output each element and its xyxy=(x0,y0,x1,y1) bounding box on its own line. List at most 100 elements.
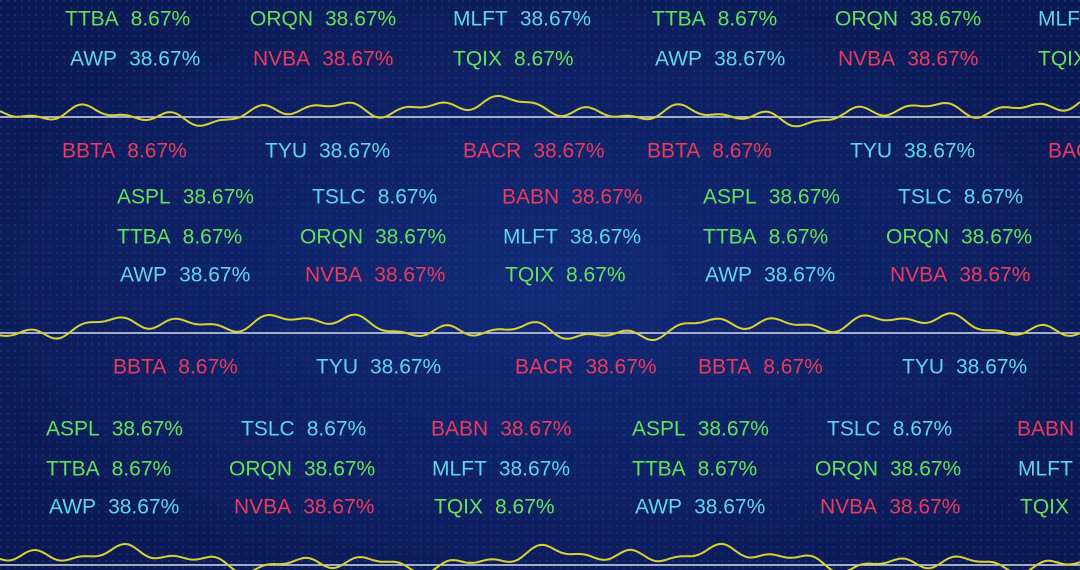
ticker-change: 38.67% xyxy=(889,496,960,519)
ticker-change: 8.67% xyxy=(566,264,626,287)
ticker-symbol: ASPL xyxy=(117,186,171,209)
wave-line xyxy=(0,542,1080,570)
ticker-symbol: AWP xyxy=(655,48,702,71)
ticker-symbol: TSLC xyxy=(827,418,881,441)
ticker-change: 8.67% xyxy=(183,226,243,249)
ticker-change: 38.67% xyxy=(303,496,374,519)
ticker-symbol: MLFT xyxy=(453,8,508,31)
ticker-change: 8.67% xyxy=(712,140,772,163)
ticker-symbol: BBTA xyxy=(113,356,166,379)
ticker-change: 38.67% xyxy=(319,140,390,163)
tickers: TTBA 8.67% ORQN 38.67% MLFT 38.67% TTBA 8.67% OR… xyxy=(46,8,1080,519)
ticker-symbol: ORQN xyxy=(835,8,898,31)
ticker-symbol: AWP xyxy=(635,496,682,519)
ticker-symbol: MLFT xyxy=(1018,458,1073,481)
ticker-change: 38.67% xyxy=(370,356,441,379)
ticker-symbol: MLFT xyxy=(1038,8,1080,31)
ticker-change: 38.67% xyxy=(890,458,961,481)
ticker-change: 38.67% xyxy=(961,226,1032,249)
ticker-symbol: ASPL xyxy=(703,186,757,209)
ticker-symbol: TTBA xyxy=(652,8,706,31)
ticker-symbol: NVBA xyxy=(838,48,895,71)
ticker-change: 38.67% xyxy=(904,140,975,163)
ticker-change: 38.67% xyxy=(374,264,445,287)
ticker-change: 8.67% xyxy=(378,186,438,209)
ticker-change: 38.67% xyxy=(304,458,375,481)
ticker-symbol: TTBA xyxy=(65,8,119,31)
waves xyxy=(0,94,1080,570)
ticker-change: 38.67% xyxy=(570,226,641,249)
ticker-change: 38.67% xyxy=(585,356,656,379)
ticker-symbol: TQIX xyxy=(1038,48,1080,71)
ticker-symbol: AWP xyxy=(70,48,117,71)
ticker-symbol: ASPL xyxy=(46,418,100,441)
ticker-change: 38.67% xyxy=(571,186,642,209)
ticker-symbol: ORQN xyxy=(300,226,363,249)
ticker-change: 8.67% xyxy=(769,226,829,249)
ticker-symbol: TSLC xyxy=(312,186,366,209)
ticker-symbol: MLFT xyxy=(503,226,558,249)
ticker-symbol: BACR xyxy=(515,356,573,379)
ticker-symbol: AWP xyxy=(705,264,752,287)
ticker-symbol: TSLC xyxy=(898,186,952,209)
ticker-change: 8.67% xyxy=(698,458,758,481)
ticker-symbol: TQIX xyxy=(505,264,554,287)
ticker-change: 38.67% xyxy=(520,8,591,31)
ticker-symbol: TYU xyxy=(316,356,358,379)
ticker-change: 38.67% xyxy=(764,264,835,287)
ticker-change: 8.67% xyxy=(112,458,172,481)
ticker-change: 38.67% xyxy=(698,418,769,441)
ticker-change: 38.67% xyxy=(959,264,1030,287)
ticker-change: 38.67% xyxy=(769,186,840,209)
ticker-change: 38.67% xyxy=(179,264,250,287)
ticker-symbol: TTBA xyxy=(703,226,757,249)
ticker-symbol: TQIX xyxy=(453,48,502,71)
ticker-change: 38.67% xyxy=(183,186,254,209)
ticker-symbol: TQIX xyxy=(1020,496,1069,519)
ticker-change: 8.67% xyxy=(964,186,1024,209)
ticker-symbol: TYU xyxy=(265,140,307,163)
ticker-change: 38.67% xyxy=(907,48,978,71)
ticker-symbol: AWP xyxy=(120,264,167,287)
ticker-symbol: BBTA xyxy=(698,356,751,379)
ticker-symbol: NVBA xyxy=(820,496,877,519)
ticker-change: 8.67% xyxy=(893,418,953,441)
ticker-change: 8.67% xyxy=(178,356,238,379)
ticker-symbol: TTBA xyxy=(46,458,100,481)
ticker-symbol: TQIX xyxy=(434,496,483,519)
ticker-symbol: ORQN xyxy=(229,458,292,481)
ticker-change: 38.67% xyxy=(533,140,604,163)
ticker-symbol: BBTA xyxy=(647,140,700,163)
ticker-change: 8.67% xyxy=(307,418,367,441)
ticker-change: 38.67% xyxy=(322,48,393,71)
ticker-change: 8.67% xyxy=(495,496,555,519)
ticker-symbol: BABN xyxy=(1017,418,1074,441)
ticker-change: 38.67% xyxy=(910,8,981,31)
ticker-symbol: TTBA xyxy=(632,458,686,481)
wave-line xyxy=(0,94,1080,128)
ticker-change: 8.67% xyxy=(127,140,187,163)
ticker-change: 8.67% xyxy=(718,8,778,31)
ticker-change: 38.67% xyxy=(714,48,785,71)
ticker-change: 8.67% xyxy=(131,8,191,31)
ticker-symbol: ORQN xyxy=(250,8,313,31)
wave-line xyxy=(0,312,1080,341)
ticker-change: 38.67% xyxy=(325,8,396,31)
ticker-symbol: NVBA xyxy=(305,264,362,287)
ticker-symbol: TSLC xyxy=(241,418,295,441)
ticker-change: 38.67% xyxy=(500,418,571,441)
ticker-change: 38.67% xyxy=(129,48,200,71)
ticker-symbol: NVBA xyxy=(253,48,310,71)
ticker-symbol: BACR xyxy=(463,140,521,163)
ticker-symbol: TTBA xyxy=(117,226,171,249)
ticker-symbol: BBTA xyxy=(62,140,115,163)
ticker-change: 8.67% xyxy=(763,356,823,379)
ticker-change: 38.67% xyxy=(499,458,570,481)
ticker-change: 8.67% xyxy=(514,48,574,71)
ticker-symbol: BABN xyxy=(502,186,559,209)
ticker-change: 38.67% xyxy=(956,356,1027,379)
ticker-change: 38.67% xyxy=(694,496,765,519)
ticker-symbol: ASPL xyxy=(632,418,686,441)
